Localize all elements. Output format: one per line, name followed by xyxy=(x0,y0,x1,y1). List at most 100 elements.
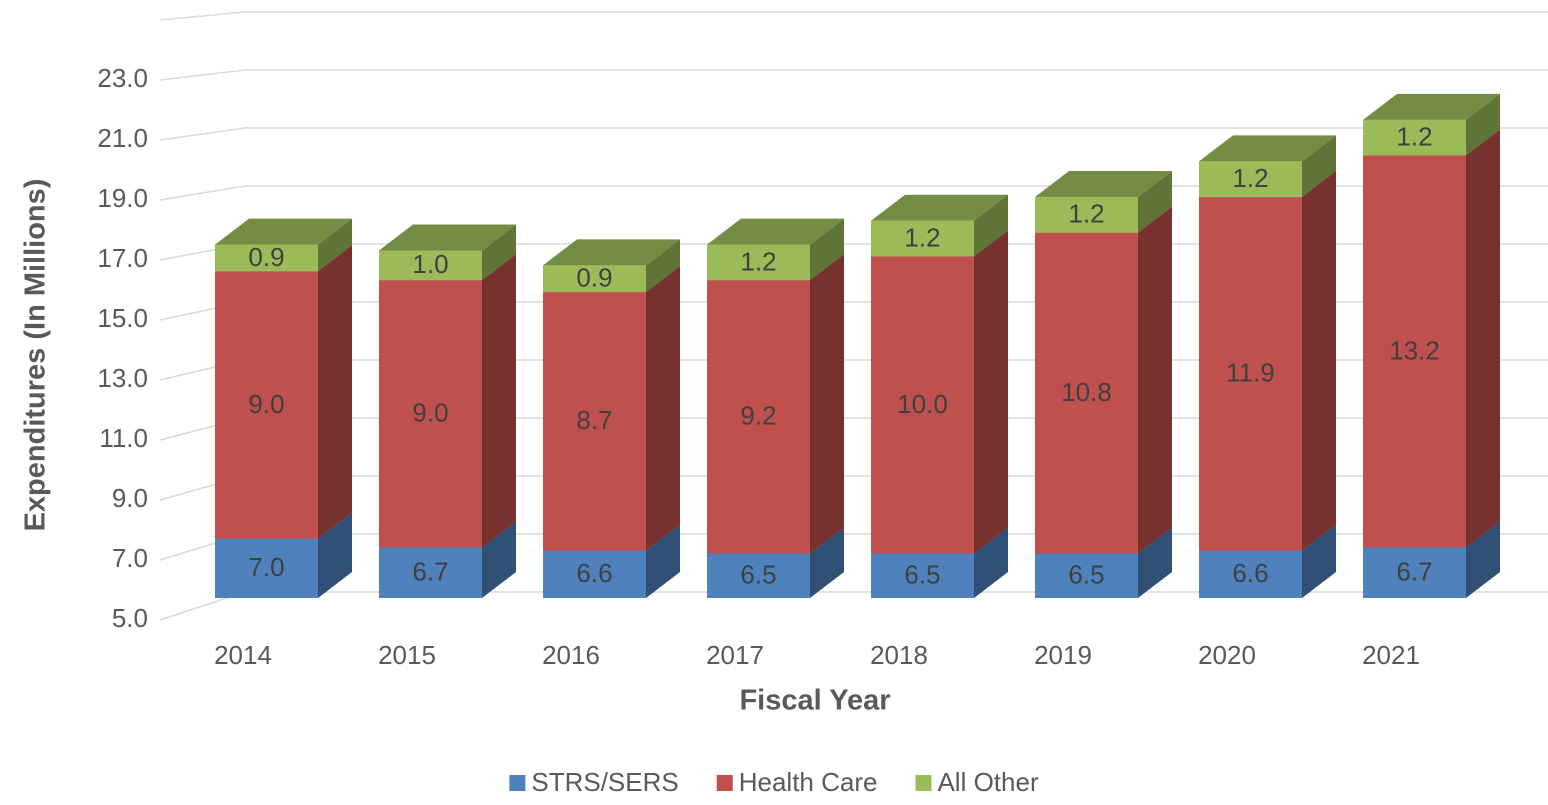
data-label: 9.0 xyxy=(412,398,448,428)
bar-segment xyxy=(1363,547,1466,598)
bar-segment xyxy=(707,553,810,598)
y-tick-label: 9.0 xyxy=(112,483,148,513)
data-label: 6.6 xyxy=(1232,558,1268,588)
bar-segment xyxy=(871,553,974,598)
data-label: 6.6 xyxy=(576,558,612,588)
data-label: 1.0 xyxy=(412,249,448,279)
data-label: 1.2 xyxy=(1068,199,1104,229)
bar-top xyxy=(1363,93,1500,120)
y-tick-label: 23.0 xyxy=(97,63,148,93)
data-label: 0.9 xyxy=(248,242,284,272)
bar-segment xyxy=(1199,197,1302,551)
bar-side xyxy=(1466,521,1500,598)
bar-segment xyxy=(871,220,974,257)
bar-segment xyxy=(379,547,482,598)
data-label: 1.2 xyxy=(1232,163,1268,193)
bar-top xyxy=(543,239,680,266)
bar-segment xyxy=(379,250,482,281)
legend-label: STRS/SERS xyxy=(531,767,678,797)
data-label: 6.7 xyxy=(412,557,448,587)
data-label: 6.7 xyxy=(1396,557,1432,587)
bar-side xyxy=(1302,524,1336,598)
data-label: 1.2 xyxy=(1396,122,1432,152)
bar-segment xyxy=(379,280,482,548)
grid-line xyxy=(159,301,1548,321)
x-tick-label: 2020 xyxy=(1198,640,1256,670)
bar-side xyxy=(1302,135,1336,198)
bar-segment xyxy=(215,244,318,272)
legend-swatch xyxy=(716,775,733,791)
grid-line xyxy=(159,533,1548,561)
grid-line xyxy=(159,127,1548,141)
legend-swatch xyxy=(509,775,526,791)
bar-side xyxy=(646,266,680,551)
bar-side xyxy=(482,254,516,548)
y-tick-label: 5.0 xyxy=(112,603,148,633)
grid-line xyxy=(159,69,1548,81)
bar-side xyxy=(482,521,516,598)
bar-segment xyxy=(1199,550,1302,598)
bar-side xyxy=(974,527,1008,598)
bar-side xyxy=(1466,93,1500,156)
bar-side xyxy=(318,245,352,539)
legend-swatch xyxy=(915,775,932,791)
x-tick-label: 2015 xyxy=(378,640,436,670)
data-label: 1.2 xyxy=(740,246,776,276)
bar-side xyxy=(974,194,1008,257)
bar-side xyxy=(1466,129,1500,548)
bar-side xyxy=(318,512,352,598)
bar-top xyxy=(215,218,352,245)
bar-segment xyxy=(215,538,318,598)
bar-side xyxy=(1138,171,1172,233)
x-tick-label: 2019 xyxy=(1034,640,1092,670)
data-label: 7.0 xyxy=(248,552,284,582)
bar-top xyxy=(379,224,516,251)
bar-segment xyxy=(707,280,810,554)
data-label: 0.9 xyxy=(576,263,612,293)
bar-segment xyxy=(1199,161,1302,198)
data-label: 8.7 xyxy=(576,405,612,435)
grid-line xyxy=(159,475,1548,501)
y-tick-label: 19.0 xyxy=(97,183,148,213)
x-tick-label: 2016 xyxy=(542,640,600,670)
grid-line xyxy=(159,185,1548,201)
bar-segment xyxy=(1035,232,1138,554)
data-label: 13.2 xyxy=(1389,335,1440,365)
grid-line xyxy=(159,591,1548,621)
bar-side xyxy=(1138,527,1172,598)
bar-side xyxy=(810,218,844,281)
bar-side xyxy=(318,218,352,272)
bar-side xyxy=(810,527,844,598)
bar-segment xyxy=(543,292,646,551)
bar-segment xyxy=(871,256,974,554)
x-tick-label: 2014 xyxy=(214,640,272,670)
data-label: 10.0 xyxy=(897,389,948,419)
bar-side xyxy=(646,239,680,293)
data-label: 1.2 xyxy=(904,223,940,253)
bar-segment xyxy=(543,550,646,598)
bar-segment xyxy=(1035,553,1138,598)
bar-segment xyxy=(1363,119,1466,156)
bar-top xyxy=(1199,135,1336,162)
y-tick-label: 17.0 xyxy=(97,243,148,273)
y-tick-label: 13.0 xyxy=(97,363,148,393)
data-label: 9.2 xyxy=(740,401,776,431)
bar-side xyxy=(1302,171,1336,551)
legend-label: Health Care xyxy=(739,767,878,797)
grid-line xyxy=(159,243,1548,261)
bar-segment xyxy=(543,265,646,293)
grid-line xyxy=(159,11,1548,21)
x-tick-label: 2021 xyxy=(1362,640,1420,670)
bar-side xyxy=(1138,206,1172,554)
grid-line xyxy=(159,359,1548,381)
y-tick-label: 15.0 xyxy=(97,303,148,333)
bar-side xyxy=(810,254,844,554)
data-label: 6.5 xyxy=(1068,560,1104,590)
y-tick-label: 7.0 xyxy=(112,543,148,573)
data-label: 11.9 xyxy=(1226,358,1275,388)
x-tick-label: 2018 xyxy=(870,640,928,670)
data-label: 10.8 xyxy=(1061,377,1112,407)
x-tick-label: 2017 xyxy=(706,640,764,670)
y-tick-label: 11.0 xyxy=(99,423,148,453)
